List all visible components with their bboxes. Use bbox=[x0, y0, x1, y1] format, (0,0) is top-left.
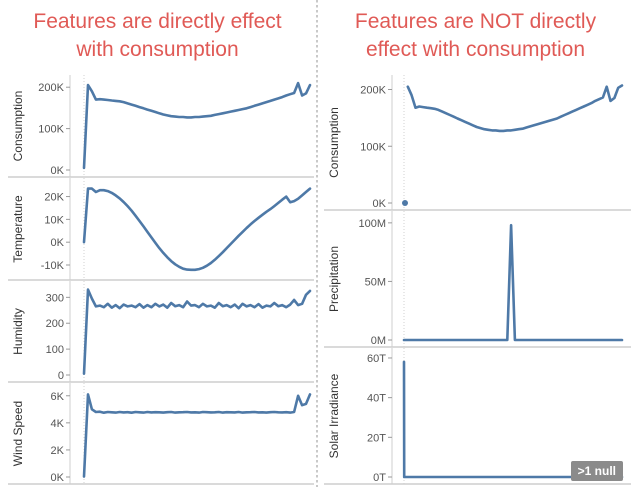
series-line bbox=[82, 81, 312, 170]
right-panel-title: Features are NOT directly effect with co… bbox=[354, 10, 597, 61]
y-axis-title: Solar Irradiance bbox=[327, 373, 341, 458]
y-tick-label: 10K bbox=[44, 214, 64, 226]
y-tick-label: 0K bbox=[373, 198, 387, 210]
y-tick-label: 100K bbox=[360, 141, 386, 153]
y-axis-title: Consumption bbox=[327, 107, 341, 178]
y-tick-label: 200K bbox=[360, 85, 386, 97]
y-tick-label: 0T bbox=[373, 472, 386, 484]
y-tick-label: 40T bbox=[367, 393, 386, 405]
y-tick-label: 6K bbox=[51, 391, 65, 403]
y-tick-label: 20K bbox=[44, 192, 64, 204]
series-line bbox=[402, 360, 624, 479]
y-tick-label: -10K bbox=[41, 260, 65, 272]
y-tick-label: 20T bbox=[367, 432, 386, 444]
y-axis-title: Precipitation bbox=[327, 246, 341, 312]
series-line bbox=[402, 223, 624, 342]
y-tick-label: 60T bbox=[367, 353, 386, 365]
y-tick-label: 200K bbox=[38, 82, 64, 94]
series-line bbox=[82, 393, 312, 478]
y-axis-title: Wind Speed bbox=[11, 401, 25, 466]
y-tick-label: 300 bbox=[46, 292, 64, 304]
y-tick-label: 0K bbox=[51, 237, 65, 249]
series-line bbox=[406, 84, 624, 133]
y-tick-label: 200 bbox=[46, 318, 64, 330]
y-tick-label: 4K bbox=[51, 418, 65, 430]
y-tick-label: 2K bbox=[51, 445, 65, 457]
y-tick-label: 100M bbox=[358, 218, 386, 230]
y-tick-label: 0K bbox=[51, 165, 65, 177]
y-tick-label: 0K bbox=[51, 472, 65, 484]
null-indicator-badge[interactable]: >1 null bbox=[570, 461, 623, 481]
y-tick-label: 100 bbox=[46, 344, 64, 356]
series-line bbox=[82, 187, 312, 272]
y-axis-title: Consumption bbox=[11, 91, 25, 162]
y-tick-label: 50M bbox=[365, 276, 386, 288]
y-axis-title: Temperature bbox=[11, 195, 25, 263]
series-line bbox=[82, 288, 312, 376]
panel-divider bbox=[316, 0, 318, 487]
y-tick-label: 0 bbox=[58, 370, 64, 382]
left-panel-title: Features are directly effect with consum… bbox=[33, 10, 282, 61]
y-axis-title: Humidity bbox=[11, 308, 25, 355]
y-tick-label: 100K bbox=[38, 124, 64, 136]
y-tick-label: 0M bbox=[371, 335, 386, 347]
series-point bbox=[402, 200, 408, 206]
